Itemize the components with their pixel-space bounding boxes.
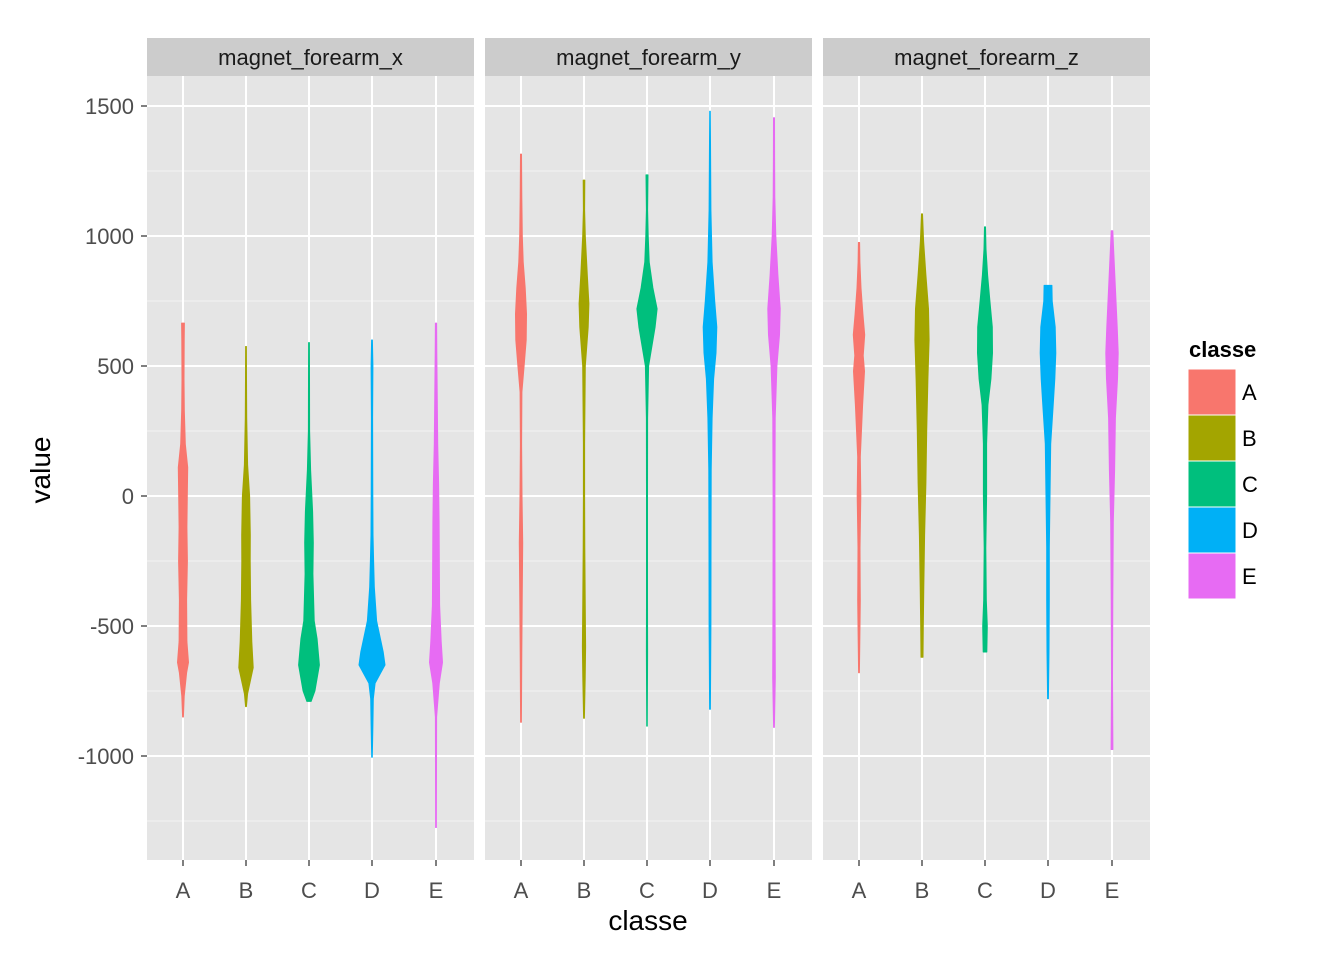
legend-title: classe bbox=[1189, 337, 1256, 362]
legend-label-B: B bbox=[1242, 426, 1257, 451]
y-tick-label: -1000 bbox=[78, 744, 134, 769]
y-axis-title: value bbox=[25, 437, 56, 504]
y-tick-label: 1000 bbox=[85, 224, 134, 249]
violin-magnet_forearm_z-A bbox=[852, 242, 866, 674]
panel-magnet_forearm_x: magnet_forearm_x A B C D E bbox=[147, 38, 474, 903]
legend-key-C bbox=[1187, 460, 1237, 508]
y-tick-label: 500 bbox=[97, 354, 134, 379]
x-tick-label: A bbox=[852, 878, 867, 903]
violin-magnet_forearm_z-D bbox=[1039, 284, 1057, 700]
legend-key-B bbox=[1187, 414, 1237, 462]
strip-background bbox=[485, 38, 812, 76]
legend-label-D: D bbox=[1242, 518, 1258, 543]
legend-key-E bbox=[1187, 552, 1237, 600]
panel-magnet_forearm_z: magnet_forearm_z A B C D E bbox=[823, 38, 1150, 903]
legend-label-A: A bbox=[1242, 380, 1257, 405]
x-tick-label: A bbox=[514, 878, 529, 903]
legend-label-C: C bbox=[1242, 472, 1258, 497]
y-tick-label: -500 bbox=[90, 614, 134, 639]
violin-magnet_forearm_x-C bbox=[298, 342, 320, 702]
x-tick-label: D bbox=[1040, 878, 1056, 903]
x-tick-label: A bbox=[176, 878, 191, 903]
strip-background bbox=[823, 38, 1150, 76]
x-tick-label: B bbox=[915, 878, 930, 903]
x-tick-label: C bbox=[977, 878, 993, 903]
violin-magnet_forearm_x-A bbox=[177, 322, 189, 718]
violin-magnet_forearm_y-B bbox=[578, 179, 590, 719]
x-tick-label: E bbox=[767, 878, 782, 903]
x-tick-label: C bbox=[639, 878, 655, 903]
strip-label: magnet_forearm_z bbox=[894, 45, 1079, 70]
violin-magnet_forearm_x-E bbox=[429, 322, 443, 828]
panel-magnet_forearm_y: magnet_forearm_y A B C D E bbox=[485, 38, 812, 903]
x-tick-label: D bbox=[364, 878, 380, 903]
x-tick-label: E bbox=[1105, 878, 1120, 903]
violin-magnet_forearm_x-B bbox=[238, 346, 254, 708]
y-tick-label: 0 bbox=[122, 484, 134, 509]
violin-magnet_forearm_y-A bbox=[515, 153, 527, 723]
strip-label: magnet_forearm_x bbox=[218, 45, 403, 70]
x-axis-title: classe bbox=[608, 905, 687, 936]
violin-magnet_forearm_x-D bbox=[358, 339, 386, 758]
y-tick-label: 1500 bbox=[85, 94, 134, 119]
violin-magnet_forearm_z-B bbox=[914, 213, 930, 658]
violin-magnet_forearm_y-C bbox=[636, 174, 658, 727]
strip-background bbox=[147, 38, 474, 76]
legend-label-E: E bbox=[1242, 564, 1257, 589]
violin-magnet_forearm_z-C bbox=[977, 226, 993, 653]
violin-magnet_forearm_z-E bbox=[1105, 230, 1119, 750]
strip-label: magnet_forearm_y bbox=[556, 45, 741, 70]
y-axis: 1500 1000 500 0 -500 -1000 bbox=[78, 94, 147, 769]
x-tick-label: B bbox=[577, 878, 592, 903]
x-tick-label: B bbox=[239, 878, 254, 903]
x-tick-label: E bbox=[429, 878, 444, 903]
x-tick-label: D bbox=[702, 878, 718, 903]
panel-background bbox=[485, 76, 812, 860]
x-tick-label: C bbox=[301, 878, 317, 903]
violin-magnet_forearm_y-D bbox=[702, 110, 718, 710]
legend-key-A bbox=[1187, 368, 1237, 416]
violin-magnet_forearm_y-E bbox=[767, 117, 781, 728]
legend-key-D bbox=[1187, 506, 1237, 554]
